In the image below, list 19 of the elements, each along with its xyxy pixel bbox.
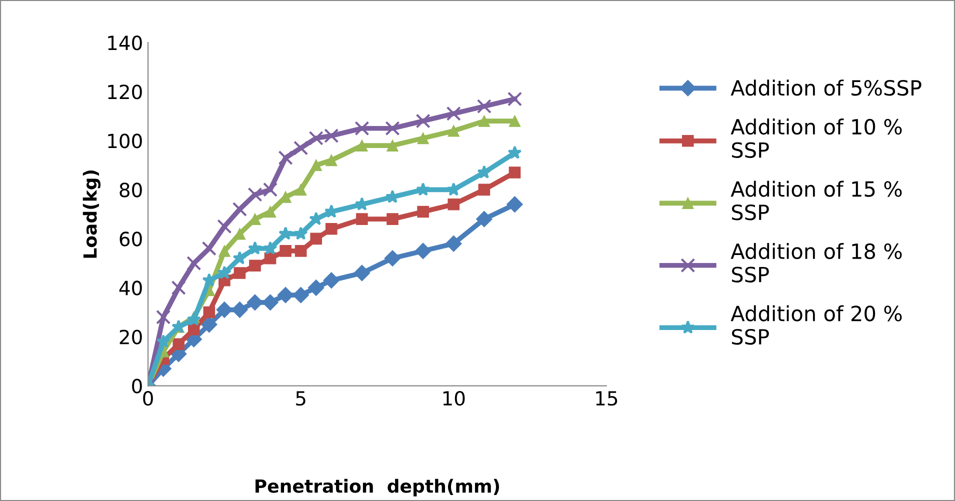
y-tick-label: 100 (108, 134, 142, 148)
y-tick-label: 140 (108, 36, 142, 50)
y-tick-label: 120 (108, 84, 142, 100)
x-tick-label: 0 (143, 390, 153, 406)
y-tick-label: 60 (120, 232, 142, 246)
y-tick-label: 0 (132, 378, 142, 394)
y-axis-title: Load(kg) (82, 170, 100, 258)
x-tick-label: 15 (596, 391, 618, 406)
y-tick-label: 80 (120, 182, 142, 198)
x-tick-label: 10 (443, 390, 465, 406)
legend-label: Addition of 18 % SSP (730, 243, 902, 282)
y-tick-label: 20 (120, 330, 142, 344)
legend-label: Addition of 10 % SSP (730, 118, 902, 158)
legend-label: Addition of 20 % SSP (730, 305, 902, 345)
legend-label: Addition of 15 % SSP (730, 180, 902, 220)
x-tick-label: 5 (296, 391, 306, 406)
y-tick-label: 40 (119, 280, 142, 296)
legend-label: Addition of 5%SSP (730, 80, 922, 96)
x-axis-title: Penetration depth(mm) (256, 478, 500, 496)
